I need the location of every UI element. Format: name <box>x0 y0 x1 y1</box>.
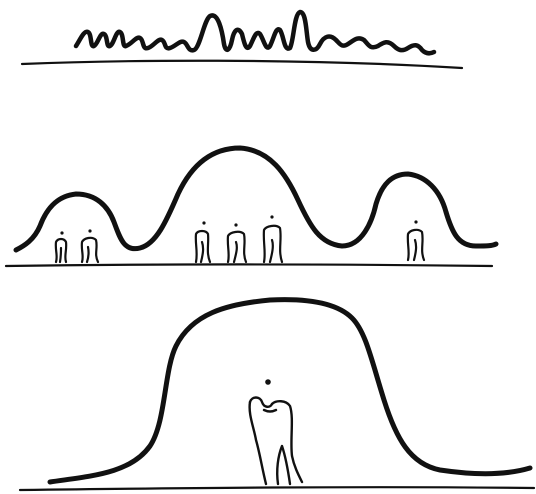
panel2-ground-line <box>4 263 494 268</box>
mound-with-single-figure <box>248 379 304 486</box>
single-mound-panel <box>18 297 536 492</box>
panel3-ground-line <box>18 486 536 492</box>
three-hills-panel <box>4 145 499 268</box>
wavy-scribble-line <box>73 9 437 56</box>
scribble-wave-panel <box>20 9 464 70</box>
right-hill-with-figure <box>406 220 426 262</box>
big-hill-with-figures <box>194 215 284 264</box>
panel1-ground-line <box>20 59 464 70</box>
mound-outline <box>47 297 533 485</box>
three-hills-outline <box>13 145 499 253</box>
small-hill-with-figures <box>54 229 100 264</box>
